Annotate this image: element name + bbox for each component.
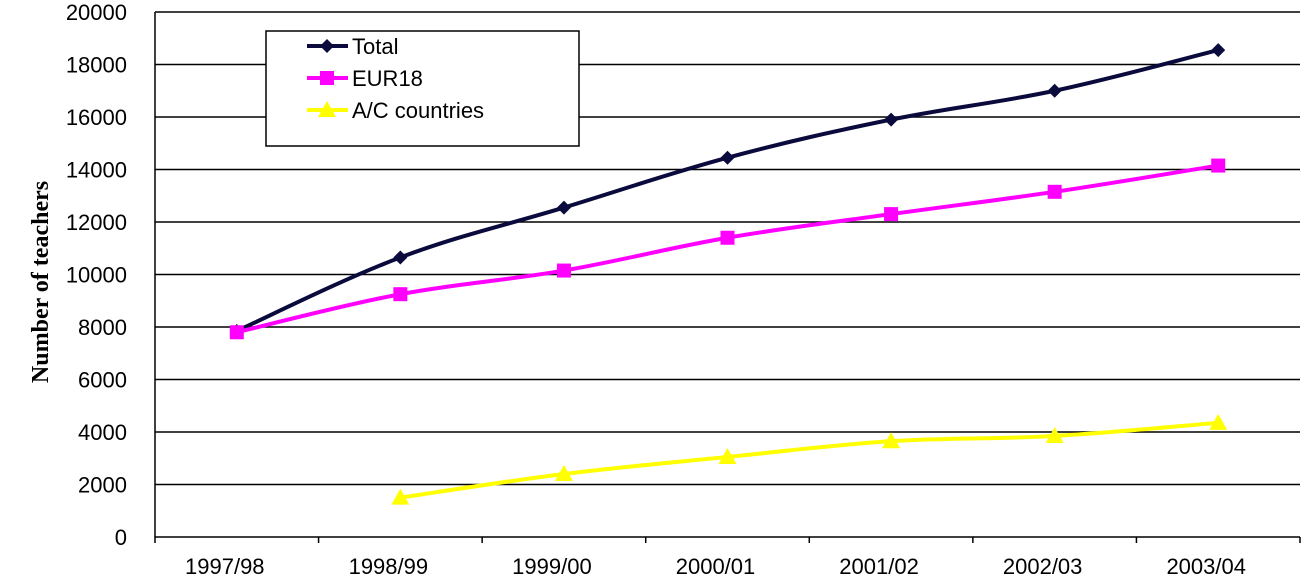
legend-box xyxy=(265,30,580,147)
series-eur18 xyxy=(229,158,1226,340)
tick-labels: 0 2000 4000 6000 8000 10000 12000 14000 16000 180… xyxy=(66,0,1246,579)
point-square xyxy=(393,287,408,302)
legend-label: Total xyxy=(352,34,398,59)
gridlines xyxy=(155,11,1300,486)
point-triangle xyxy=(1209,413,1228,430)
x-tick-label: 1998/99 xyxy=(349,554,429,579)
point-triangle xyxy=(391,488,410,505)
series-a-c-countries xyxy=(391,413,1228,505)
x-tick-label: 1997/98 xyxy=(185,554,265,579)
point-square xyxy=(1211,158,1226,173)
axes xyxy=(154,12,1301,543)
y-tick-label: 14000 xyxy=(66,158,127,183)
x-tick-label: 2001/02 xyxy=(839,554,919,579)
y-tick-label: 4000 xyxy=(78,420,127,445)
y-tick-label: 2000 xyxy=(78,473,127,498)
y-tick-label: 18000 xyxy=(66,53,127,78)
point-diamond xyxy=(556,200,571,215)
point-triangle xyxy=(882,432,901,449)
y-tick-label: 20000 xyxy=(66,0,127,25)
series-lines xyxy=(229,43,1228,505)
point-triangle xyxy=(554,465,573,481)
point-triangle xyxy=(318,101,336,117)
point-diamond xyxy=(1211,43,1226,58)
point-square xyxy=(320,71,334,85)
x-tick-label: 2003/04 xyxy=(1166,554,1246,579)
y-tick-label: 10000 xyxy=(66,263,127,288)
y-axis-label: Number of teachers xyxy=(28,181,54,383)
legend: Total EUR18 A/C countries xyxy=(265,30,580,147)
point-square xyxy=(884,207,899,222)
point-square xyxy=(1047,184,1062,199)
point-diamond xyxy=(320,39,334,53)
legend-label: EUR18 xyxy=(352,66,423,91)
y-tick-label: 6000 xyxy=(78,368,127,393)
point-triangle xyxy=(718,447,737,464)
y-tick-label: 8000 xyxy=(78,315,127,340)
x-tick-label: 1999/00 xyxy=(512,554,592,579)
point-diamond xyxy=(1047,83,1062,98)
y-tick-label: 0 xyxy=(115,525,127,550)
point-square xyxy=(229,325,244,340)
point-diamond xyxy=(393,250,408,265)
y-tick-label: 16000 xyxy=(66,105,127,130)
point-diamond xyxy=(884,112,899,127)
point-diamond xyxy=(720,150,735,165)
point-square xyxy=(556,263,571,278)
point-square xyxy=(720,230,735,245)
series-line xyxy=(400,420,1219,500)
y-tick-label: 12000 xyxy=(66,210,127,235)
point-triangle xyxy=(1045,426,1064,443)
x-tick-label: 2000/01 xyxy=(676,554,756,579)
series-line xyxy=(236,163,1219,335)
legend-label: A/C countries xyxy=(352,98,484,123)
x-tick-label: 2002/03 xyxy=(1003,554,1083,579)
